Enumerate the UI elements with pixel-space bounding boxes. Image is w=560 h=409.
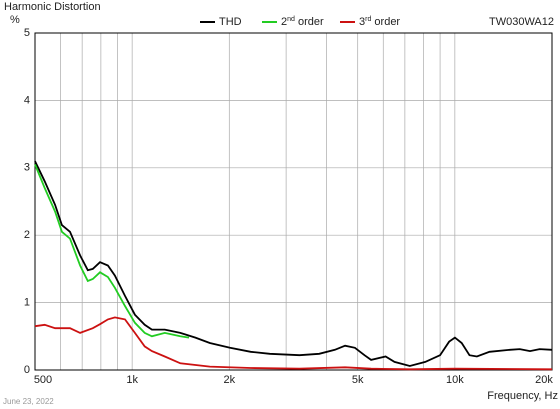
chart-title: Harmonic Distortion (4, 1, 101, 13)
y-tick-label: 4 (24, 94, 30, 106)
x-tick-label: 500 (34, 374, 52, 386)
x-tick-label: 10k (446, 374, 464, 386)
y-tick-label: 1 (24, 297, 30, 309)
x-tick-label: 1k (126, 374, 138, 386)
model-label: TW030WA12 (489, 16, 554, 28)
date-label: June 23, 2022 (3, 397, 54, 406)
legend-label: THD (219, 16, 242, 28)
y-tick-label: 5 (24, 27, 30, 39)
y-axis-label: % (10, 14, 20, 26)
x-axis-label: Frequency, Hz (487, 390, 558, 402)
y-tick-label: 2 (24, 229, 30, 241)
y-tick-label: 0 (24, 364, 30, 376)
data-line (34, 160, 553, 367)
plot-frame (34, 32, 553, 371)
legend-label: 3rd order (359, 16, 400, 28)
x-tick-label: 2k (223, 374, 235, 386)
legend-label: 2nd order (281, 16, 324, 28)
y-tick-label: 3 (24, 162, 30, 174)
data-line (34, 316, 553, 371)
data-line (34, 164, 190, 339)
x-tick-label: 20k (535, 374, 553, 386)
x-tick-label: 5k (352, 374, 364, 386)
